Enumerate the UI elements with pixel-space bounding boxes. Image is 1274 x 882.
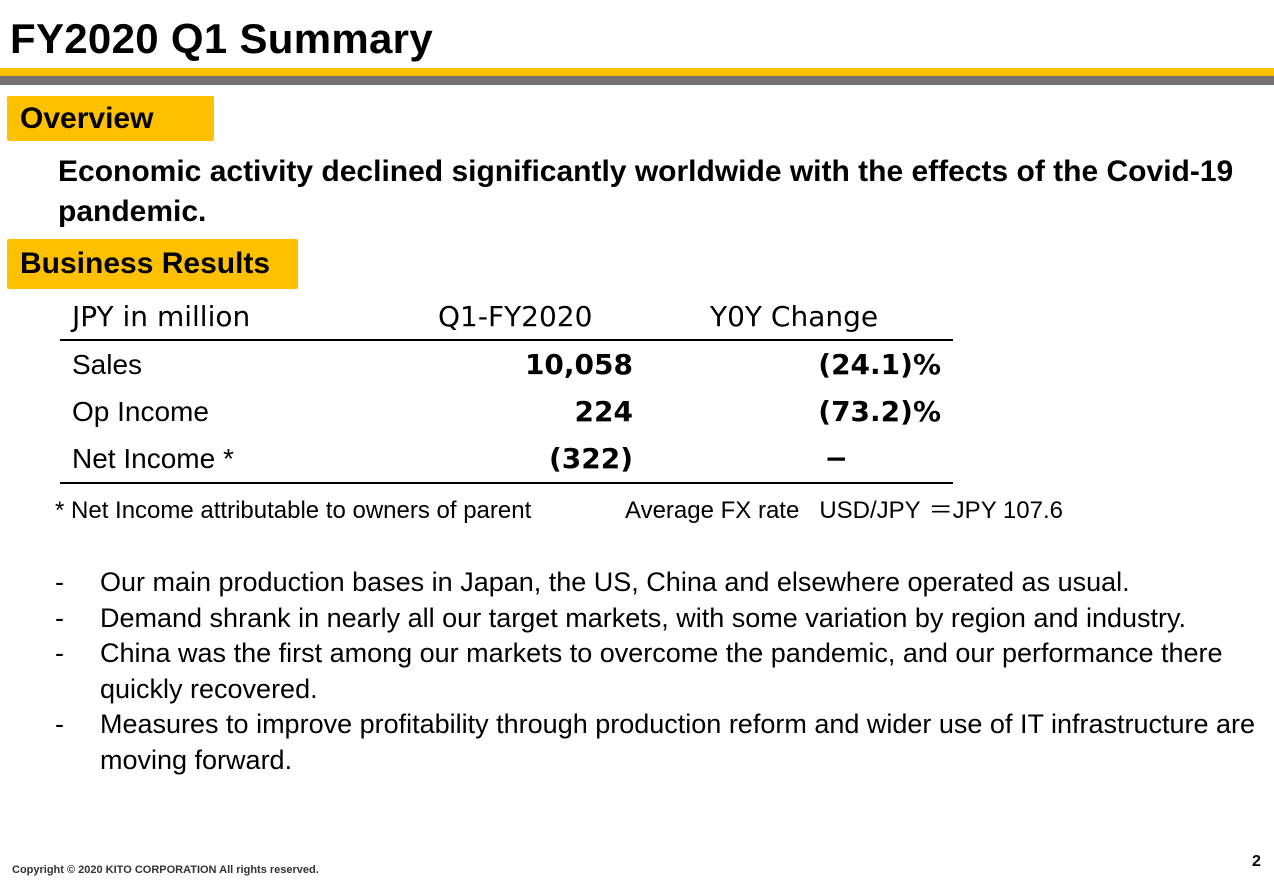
row-value: 224	[574, 395, 633, 428]
row-label: Sales	[72, 349, 143, 380]
bullet-text: Our main production bases in Japan, the …	[100, 567, 1130, 597]
title-rule-accent	[0, 68, 1274, 76]
table-row-op-income: Op Income 224 (73.2)%	[60, 388, 953, 435]
table-header: JPY in million Q1-FY2020 Y0Y Change	[60, 295, 953, 341]
bullet-text: China was the first among our markets to…	[100, 638, 1223, 704]
overview-heading: Overview	[7, 96, 214, 141]
bullet-text: Measures to improve profitability throug…	[100, 709, 1256, 775]
page-number: 2	[1252, 853, 1261, 870]
row-value: 10,058	[524, 348, 633, 381]
fx-pair: USD/JPY	[819, 497, 921, 524]
business-results-heading: Business Results	[7, 239, 298, 289]
list-item: - Demand shrank in nearly all our target …	[55, 601, 1265, 637]
overview-text: Economic activity declined significantly…	[58, 155, 1234, 228]
list-item: - Our main production bases in Japan, the…	[55, 565, 1265, 601]
header-unit: JPY in million	[72, 300, 251, 333]
net-income-footnote: * Net Income attributable to owners of p…	[55, 497, 532, 524]
title-rule-gray	[0, 76, 1274, 85]
row-change: −	[824, 442, 848, 475]
page-title: FY2020 Q1 Summary	[10, 15, 433, 62]
bullet-marker: -	[55, 709, 64, 739]
copyright-notice: Copyright © 2020 KITO CORPORATION All ri…	[12, 864, 319, 876]
list-item: - Measures to improve profitability throu…	[55, 707, 1265, 778]
table-row-sales: Sales 10,058 (24.1)%	[60, 341, 953, 388]
table-row-net-income: Net Income * (322) −	[60, 435, 953, 484]
header-q1: Q1-FY2020	[438, 300, 593, 333]
bullet-marker: -	[55, 638, 64, 668]
bullet-marker: -	[55, 602, 64, 633]
row-label: Net Income *	[72, 443, 234, 474]
fx-label: Average FX rate	[625, 497, 800, 524]
results-table: JPY in million Q1-FY2020 Y0Y Change Sale…	[60, 295, 953, 484]
header-yoy: Y0Y Change	[710, 300, 879, 333]
row-change: (73.2)%	[818, 395, 941, 428]
row-value: (322)	[548, 442, 633, 475]
row-change: (24.1)%	[818, 348, 941, 381]
fx-value: ＝JPY 107.6	[928, 497, 1063, 524]
fx-rate-note: Average FX rate USD/JPY ＝JPY 107.6	[625, 495, 1063, 527]
bullet-list: - Our main production bases in Japan, the…	[55, 565, 1265, 778]
list-item: - China was the first among our markets t…	[55, 636, 1265, 707]
row-label: Op Income	[72, 396, 209, 427]
bullet-text: Demand shrank in nearly all our target m…	[100, 602, 1187, 633]
bullet-marker: -	[55, 567, 64, 597]
